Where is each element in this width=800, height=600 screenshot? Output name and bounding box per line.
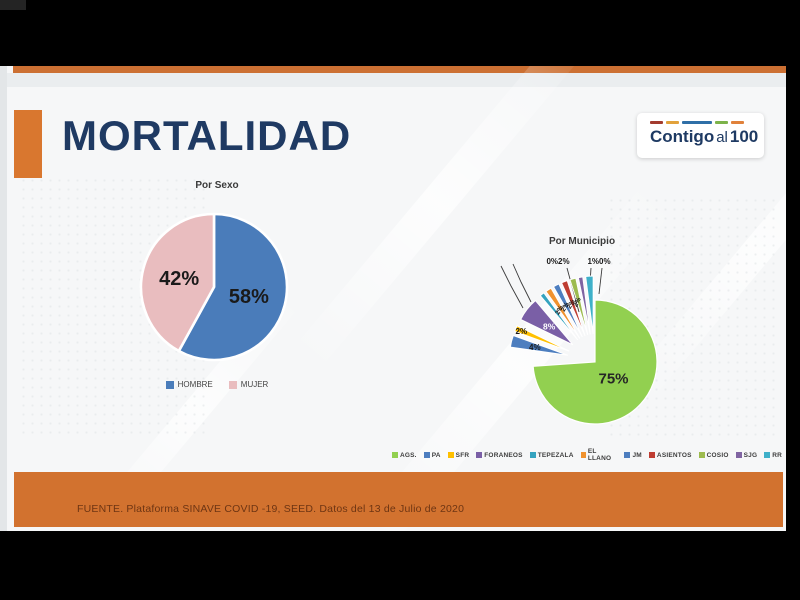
legend-label: SJG xyxy=(743,451,758,459)
chart-title-por-municipio: Por Municipio xyxy=(548,236,616,247)
letterbox-top xyxy=(0,0,800,66)
legend-label: ASIENTOS xyxy=(656,451,692,459)
legend-label: FORANEOS xyxy=(484,451,523,459)
legend-por-municipio: AGS. PA SFR FORANEOS TEPEZALA EL LLANO JM ASIEN… xyxy=(392,448,782,462)
legend-swatch xyxy=(165,380,174,389)
logo-dash xyxy=(682,121,712,124)
legend-swatch xyxy=(648,452,655,458)
corner-notch xyxy=(0,0,26,10)
pie-data-label: 4% xyxy=(529,343,541,352)
pie-data-label: 2% xyxy=(566,298,577,310)
legend-label: MUJER xyxy=(240,380,269,389)
legend-item-sjg: SJG xyxy=(735,451,758,459)
pie-data-label: 75% xyxy=(598,371,628,388)
pie-data-label: 42% xyxy=(159,268,199,290)
label-leader-line xyxy=(512,263,532,303)
pie-chart-por-municipio: 75%4%2% 8%2%2%2%2%0%2% 1%0% xyxy=(500,257,658,425)
label-leader-line xyxy=(500,265,524,309)
logo-dash xyxy=(731,121,744,124)
pie-data-label: 2% xyxy=(560,301,571,313)
legend-swatch xyxy=(476,452,483,458)
legend-swatch xyxy=(624,452,631,458)
legend-swatch xyxy=(764,452,771,458)
legend-item-ags.: AGS. xyxy=(392,452,417,459)
logo-dash xyxy=(715,121,728,124)
logo-text: Contigo al 100 xyxy=(650,127,758,147)
legend-swatch xyxy=(423,452,430,458)
legend-item-jm: JM xyxy=(624,451,642,459)
legend-label: AGS. xyxy=(400,451,417,459)
legend-label: PA xyxy=(431,451,441,459)
pie-slice-pa xyxy=(509,334,568,356)
pie-slice-rr xyxy=(585,275,594,335)
legend-label: COSIO xyxy=(706,451,729,459)
pie-data-label: 8% xyxy=(543,321,556,331)
legend-item-asientos: ASIENTOS xyxy=(648,451,692,459)
legend-label: EL LLANO xyxy=(587,448,612,462)
pie-slice-sfr xyxy=(514,325,570,352)
slide-top-strip xyxy=(7,73,786,87)
legend-swatch xyxy=(698,452,705,458)
legend-swatch xyxy=(228,380,237,389)
logo-dash xyxy=(650,121,663,124)
legend-por-sexo: HOMBRE MUJER xyxy=(92,380,342,389)
legend-item-tepezala: TEPEZALA xyxy=(529,451,574,459)
letterbox-right xyxy=(786,66,800,531)
legend-label: RR xyxy=(772,451,782,459)
pie-data-label: 58% xyxy=(229,286,269,308)
legend-item-foraneos: FORANEOS xyxy=(476,451,523,459)
logo-text-contigo: Contigo xyxy=(650,127,715,146)
pie-slice-foraneos xyxy=(520,299,574,346)
footer-band: FUENTE. Plataforma SINAVE COVID -19, SEE… xyxy=(14,472,783,527)
pie-slice-hombre xyxy=(177,212,289,362)
slide: MORTALIDAD Contigo al 100 Por Sexo 58% 42% … xyxy=(7,66,786,531)
legend-swatch xyxy=(447,452,454,458)
frame-left-strip xyxy=(0,66,7,531)
letterbox-bottom xyxy=(0,531,800,600)
logo-dash xyxy=(666,121,679,124)
legend-label: TEPEZALA xyxy=(537,451,574,459)
legend-swatch xyxy=(735,452,742,458)
legend-item-cosio: COSIO xyxy=(698,451,729,459)
pie-slice-jm xyxy=(552,283,583,338)
pie-callout-label: 1%0% xyxy=(587,257,610,266)
pie-slice-sjg xyxy=(577,276,591,335)
label-leader-line xyxy=(598,267,603,295)
legend-item-rr: RR xyxy=(764,452,782,459)
legend-label: JM xyxy=(632,451,642,459)
pie-slice-cosio xyxy=(569,277,589,336)
pie-data-label: 2% xyxy=(516,327,528,336)
legend-swatch xyxy=(392,452,398,458)
pie-slice-el-llano xyxy=(545,287,581,339)
logo-text-100: 100 xyxy=(729,127,759,146)
contigo-al-100-logo: Contigo al 100 xyxy=(637,113,764,158)
legend-label: SFR xyxy=(455,451,470,459)
chart-title-por-sexo: Por Sexo xyxy=(195,180,239,191)
legend-item-pa: PA xyxy=(423,451,441,459)
page-title: MORTALIDAD xyxy=(62,112,352,159)
footer-source-text: FUENTE. Plataforma SINAVE COVID -19, SEE… xyxy=(77,503,465,515)
pie-slice-asientos xyxy=(560,280,586,337)
logo-dashes xyxy=(650,121,744,124)
pie-slice-ags xyxy=(532,299,658,425)
pie-slice-mujer xyxy=(139,212,216,353)
logo-text-al: al xyxy=(716,129,728,146)
slide-top-orange-bar xyxy=(13,66,786,73)
legend-label: HOMBRE xyxy=(177,380,213,389)
legend-item-hombre: HOMBRE xyxy=(165,380,213,389)
legend-item-mujer: MUJER xyxy=(228,380,269,389)
pie-data-label: 2% xyxy=(554,304,565,316)
legend-item-el-llano: EL LLANO xyxy=(580,448,618,462)
legend-swatch xyxy=(529,452,536,458)
pie-data-label: 2% xyxy=(572,296,583,308)
legend-item-sfr: SFR xyxy=(447,451,470,459)
title-accent-bar xyxy=(14,110,42,178)
pie-slice-tepezala xyxy=(539,292,579,341)
pie-callout-label: 0%2% xyxy=(546,257,569,266)
pie-chart-por-sexo: 58% 42% xyxy=(139,212,289,362)
legend-swatch xyxy=(580,452,586,458)
